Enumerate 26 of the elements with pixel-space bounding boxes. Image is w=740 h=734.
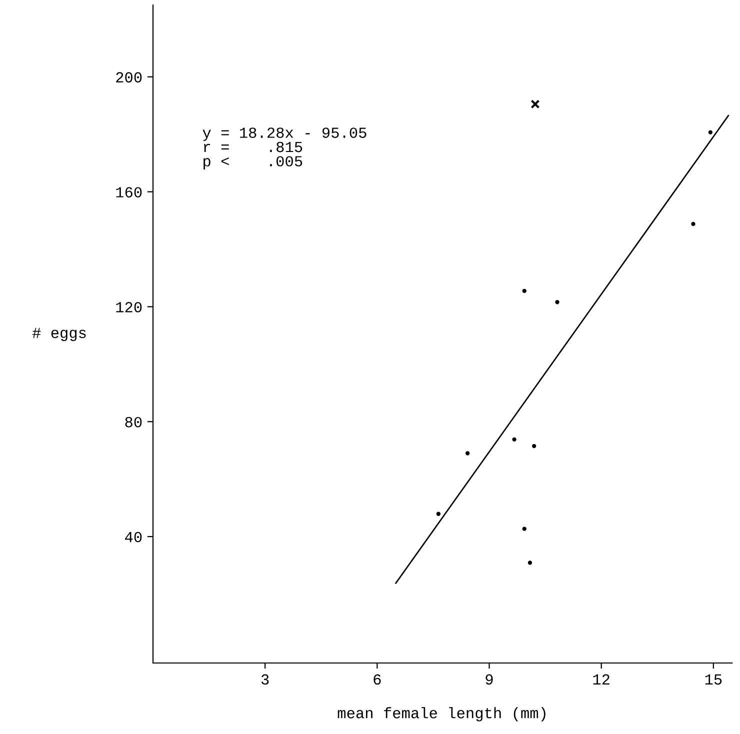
point bbox=[691, 222, 696, 226]
point bbox=[465, 451, 470, 456]
x-tick-label: 9 bbox=[486, 674, 493, 685]
y-tick-label: 160 bbox=[116, 187, 142, 198]
annotation: y = 18.28x - 95.05 bbox=[202, 128, 366, 141]
x-tick-label: 15 bbox=[705, 674, 722, 685]
x-tick-label: 3 bbox=[261, 674, 269, 685]
x-tick-label: 6 bbox=[374, 674, 381, 685]
point bbox=[522, 526, 526, 531]
point bbox=[522, 288, 526, 293]
y-tick-label: 200 bbox=[116, 72, 142, 83]
y-tick-label: 80 bbox=[125, 416, 142, 428]
point bbox=[436, 512, 441, 516]
y-tick-label: 40 bbox=[125, 532, 142, 542]
y-axis-title: # eggs bbox=[32, 328, 86, 342]
x-tick-label: 12 bbox=[593, 674, 610, 684]
point bbox=[532, 444, 536, 448]
y-tick-label: 120 bbox=[116, 302, 142, 312]
annotation: p < .005 bbox=[204, 156, 302, 170]
point bbox=[512, 437, 516, 442]
point bbox=[530, 100, 540, 109]
annotation: r = .815 bbox=[204, 142, 302, 152]
point bbox=[555, 300, 560, 304]
point bbox=[528, 560, 532, 565]
point bbox=[708, 130, 713, 134]
x-axis-title: mean female length (mm) bbox=[338, 707, 546, 722]
